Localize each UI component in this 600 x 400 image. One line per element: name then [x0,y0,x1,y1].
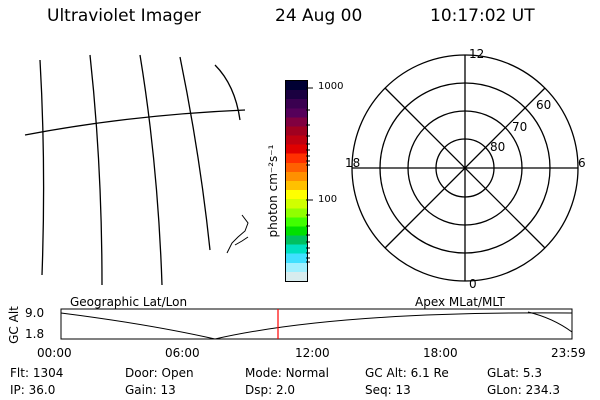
longitude-line [89,54,103,285]
altitude-xtick-2359: 23:59 [551,346,586,360]
polar-label-70: 70 [512,120,528,134]
polar-label-80: 80 [490,140,506,154]
date-label: 24 Aug 00 [275,6,363,26]
latitude-line [24,109,246,136]
time-label: 10:17:02 UT [430,6,535,26]
polar-label-60: 60 [536,98,552,112]
longitude-line [39,59,45,276]
polar-plot [351,54,579,282]
status-gc-alt: GC Alt: 6.1 Re [365,366,449,380]
status-mode: Mode: Normal [245,366,329,380]
polar-label-12: 12 [469,47,485,61]
colorbar [285,80,308,282]
geographic-map [24,54,249,285]
geographic-caption: Geographic Lat/Lon [70,295,188,309]
polar-label-18: 18 [345,156,361,170]
altitude-xtick-0600: 06:00 [165,346,200,360]
altitude-curve-tail [527,311,573,333]
altitude-ylabel: GC Alt [7,306,21,344]
apex-caption: Apex MLat/MLT [415,295,505,309]
status-seq: Seq: 13 [365,383,411,397]
instrument-title: Ultraviolet Imager [47,6,201,26]
altitude-xtick-0000: 00:00 [37,346,72,360]
altitude-ytick-1-8: 1.8 [25,327,45,341]
longitude-line [139,54,163,285]
polar-label-0: 0 [469,277,477,291]
altitude-plot-frame [60,308,573,340]
colorbar-ticks [306,87,313,263]
altitude-xtick-1200: 12:00 [295,346,330,360]
polar-diagonal [384,87,546,249]
altitude-xtick-1800: 18:00 [423,346,458,360]
altitude-curve [60,312,573,340]
status-dsp: Dsp: 2.0 [245,383,296,397]
status-flight: Flt: 1304 [10,366,64,380]
colorbar-unit-label: photon cm⁻²s⁻¹ [266,144,280,238]
colorbar-tick-1000: 1000 [318,81,344,92]
coastline [226,214,249,254]
altitude-plot [60,308,573,340]
altitude-ytick-9: 9.0 [25,306,45,320]
status-door: Door: Open [125,366,194,380]
status-glon: GLon: 234.3 [487,383,560,397]
coastline [234,236,249,246]
status-glat: GLat: 5.3 [487,366,543,380]
status-gain: Gain: 13 [125,383,176,397]
status-ip: IP: 36.0 [10,383,56,397]
longitude-line [214,64,241,121]
longitude-line [179,56,211,251]
colorbar-tick-100: 100 [318,194,338,205]
polar-label-6: 6 [578,156,586,170]
